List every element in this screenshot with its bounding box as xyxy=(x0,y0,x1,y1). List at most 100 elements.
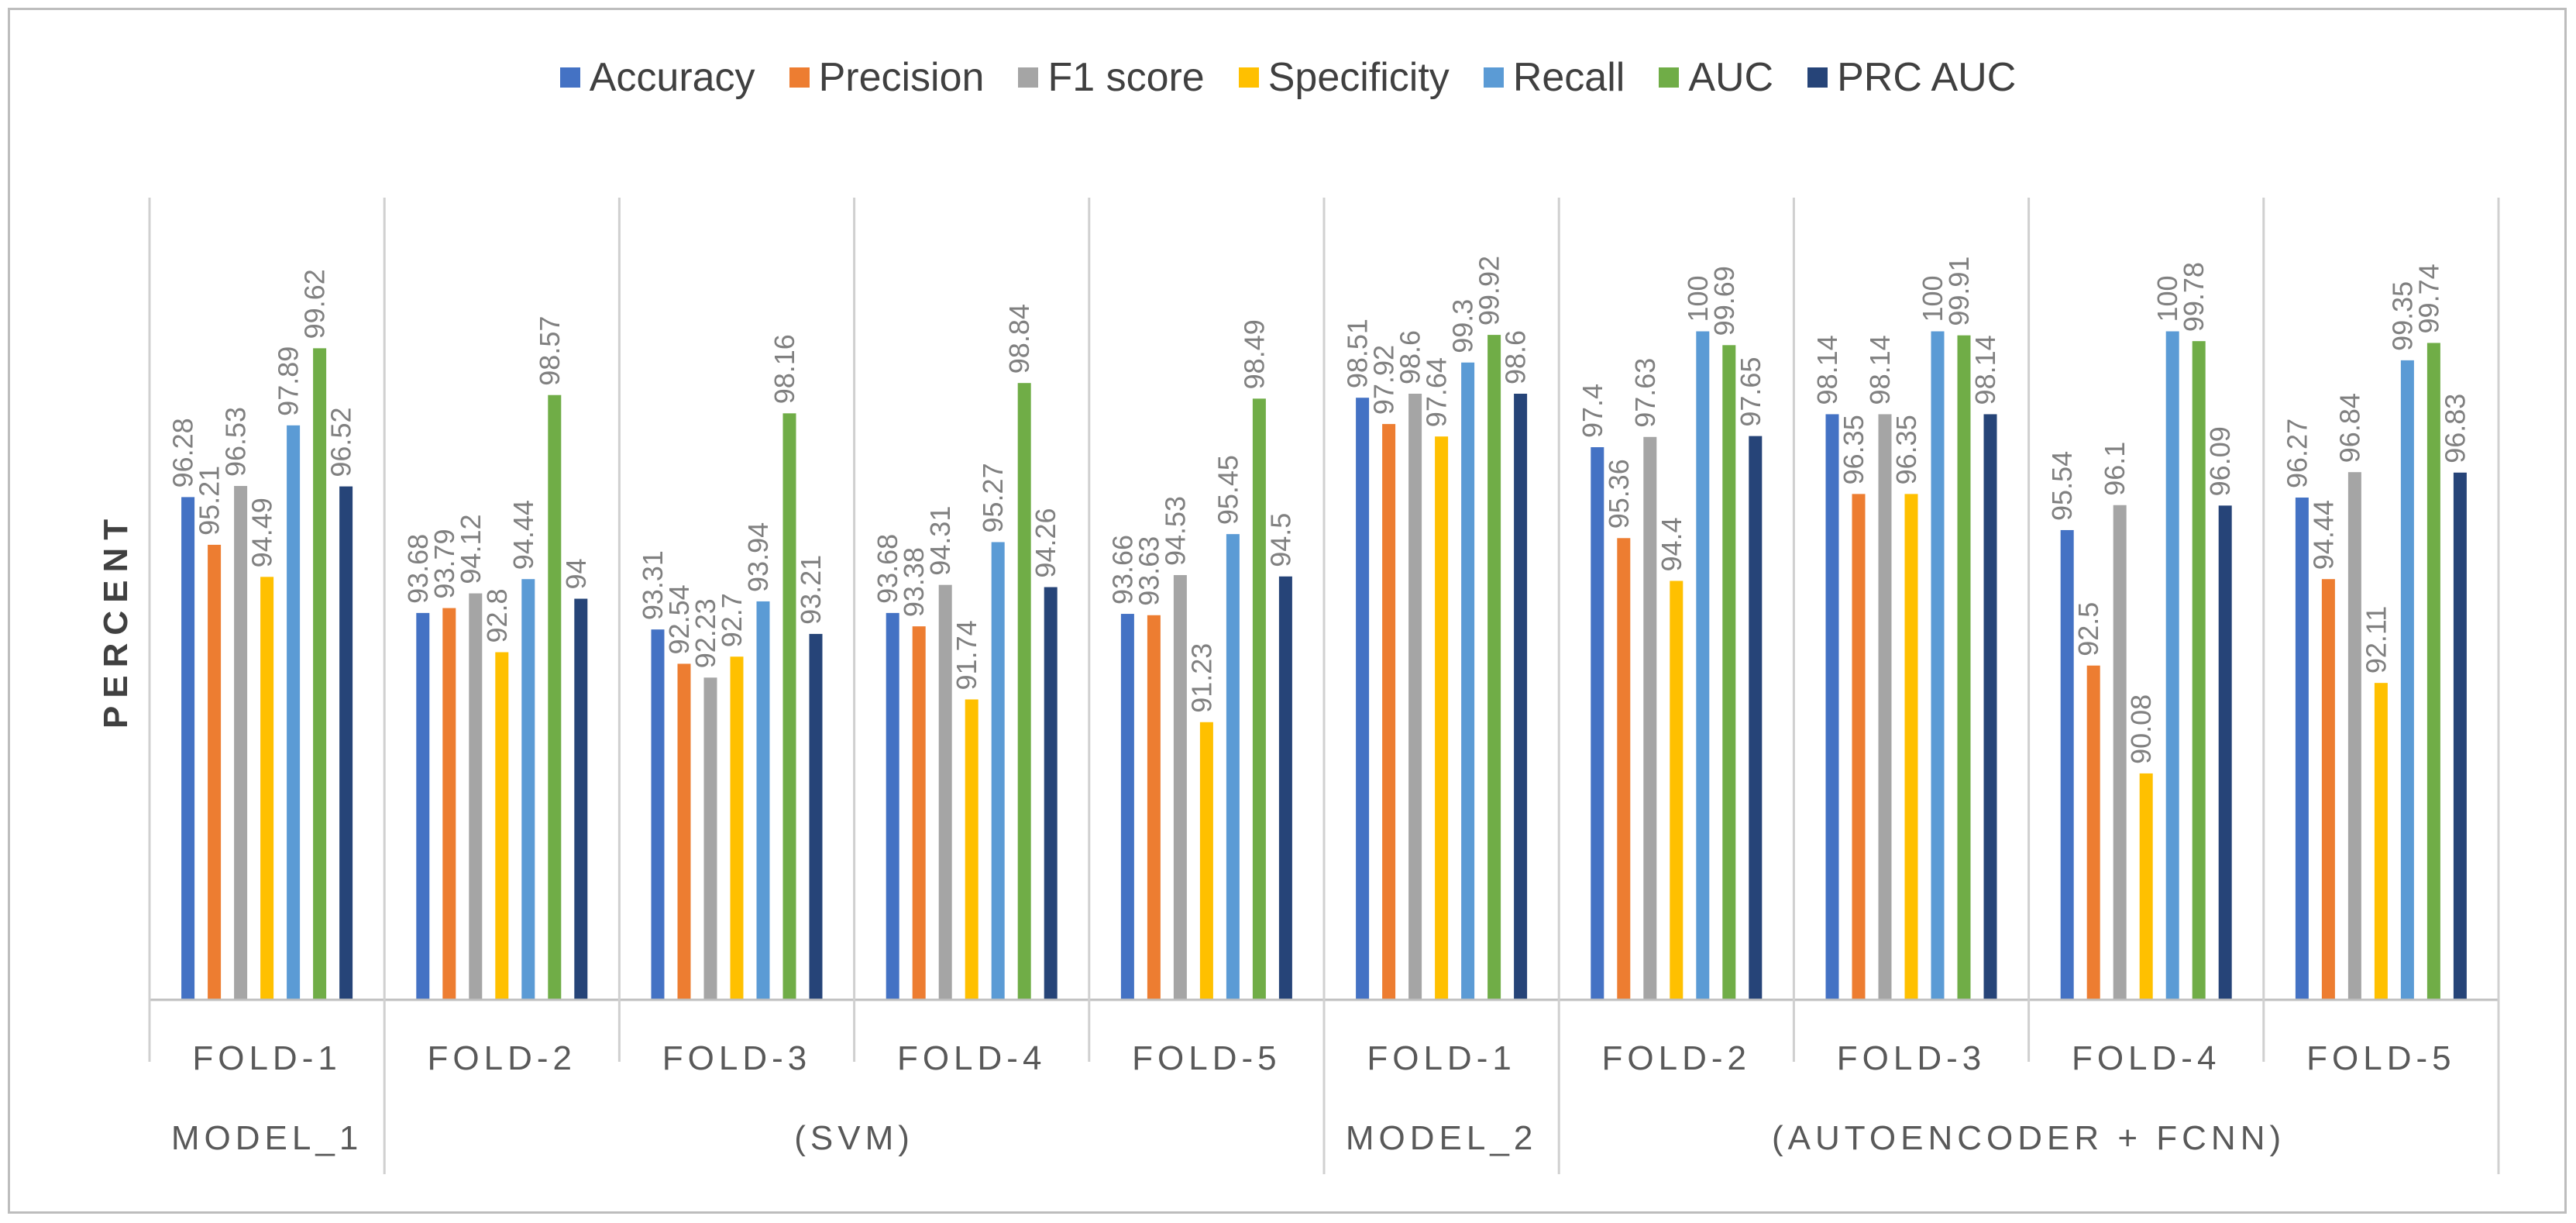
legend-item-auc: AUC xyxy=(1659,54,1773,101)
data-label: 98.14 xyxy=(1969,335,2001,405)
bar xyxy=(965,699,978,1000)
bar xyxy=(2060,529,2074,1000)
data-label: 96.09 xyxy=(2204,426,2236,496)
data-label: 98.14 xyxy=(1811,335,1843,405)
data-label: 94.44 xyxy=(2307,500,2339,570)
bar xyxy=(1617,538,1631,1000)
bar xyxy=(1461,362,1475,1000)
legend-label: AUC xyxy=(1688,55,1774,100)
bar xyxy=(234,486,248,1000)
bar xyxy=(703,677,717,1000)
data-label: 94.5 xyxy=(1264,513,1296,567)
data-label: 92.23 xyxy=(690,598,721,668)
bar xyxy=(208,544,222,1000)
bar xyxy=(339,486,353,1000)
bar xyxy=(730,656,744,1000)
category-label: FOLD-4 xyxy=(897,1039,1046,1077)
data-label: 94.49 xyxy=(246,498,278,567)
bar xyxy=(2192,341,2206,1000)
bar xyxy=(2374,683,2388,1000)
data-label: 92.8 xyxy=(481,588,513,643)
data-label: 94.31 xyxy=(924,506,956,576)
group-label: (AUTOENCODER + FCNN) xyxy=(1772,1119,2285,1157)
data-label: 98.14 xyxy=(1864,335,1896,405)
bar xyxy=(1435,436,1449,1000)
data-label: 97.65 xyxy=(1735,357,1766,427)
legend-swatch xyxy=(559,67,580,88)
data-label: 100 xyxy=(1917,275,1948,322)
data-label: 99.3 xyxy=(1447,299,1479,353)
category-label: FOLD-5 xyxy=(2306,1039,2455,1077)
bar xyxy=(1591,447,1604,1000)
data-label: 93.31 xyxy=(637,550,669,620)
bar xyxy=(756,601,770,1000)
legend-label: F1 score xyxy=(1047,55,1205,100)
data-label: 96.28 xyxy=(167,418,199,487)
category-label: FOLD-3 xyxy=(1837,1039,1986,1077)
bar xyxy=(991,542,1005,1000)
legend-item-accuracy: Accuracy xyxy=(559,54,755,101)
bar xyxy=(2086,665,2100,1000)
legend-item-precision: Precision xyxy=(789,54,984,101)
data-label: 95.54 xyxy=(2046,451,2078,521)
legend-swatch xyxy=(1018,67,1039,88)
data-label: 99.69 xyxy=(1708,266,1740,336)
bar xyxy=(1878,414,1892,1000)
data-label: 99.92 xyxy=(1474,256,1505,326)
bar xyxy=(1173,575,1187,1000)
data-label: 99.74 xyxy=(2413,264,2444,333)
data-label: 96.53 xyxy=(220,407,252,477)
bar xyxy=(1670,580,1684,1000)
data-label: 99.78 xyxy=(2178,262,2210,332)
bar xyxy=(2165,331,2179,1000)
data-label: 92.5 xyxy=(2072,602,2104,656)
legend-item-recall: Recall xyxy=(1483,54,1625,101)
data-label: 92.54 xyxy=(663,584,695,654)
legend-item-specificity: Specificity xyxy=(1238,54,1450,101)
bar xyxy=(1044,587,1058,1000)
bar xyxy=(548,394,562,1001)
bar xyxy=(521,579,535,1000)
data-label: 97.4 xyxy=(1577,384,1608,438)
bar xyxy=(1931,331,1945,1000)
legend-label: PRC AUC xyxy=(1837,55,2017,100)
bar xyxy=(416,612,430,1000)
data-label: 93.66 xyxy=(1106,535,1138,605)
data-label: 96.35 xyxy=(1890,415,1922,484)
data-label: 94.44 xyxy=(507,500,539,570)
data-label: 93.94 xyxy=(742,522,774,592)
data-label: 94.4 xyxy=(1656,517,1687,571)
bar xyxy=(1825,414,1839,1000)
bar xyxy=(1408,394,1422,1000)
data-label: 93.79 xyxy=(428,529,460,598)
data-label: 100 xyxy=(2151,275,2183,322)
data-label: 97.63 xyxy=(1629,358,1661,428)
legend: Accuracy Precision F1 score Specificity Reca… xyxy=(0,54,2576,101)
data-label: 97.89 xyxy=(273,346,304,416)
data-label: 98.6 xyxy=(1395,330,1426,384)
data-label: 99.35 xyxy=(2386,281,2418,351)
bar xyxy=(2113,505,2127,1000)
legend-swatch xyxy=(1807,67,1828,88)
data-label: 97.92 xyxy=(1368,345,1400,415)
group-label: (SVM) xyxy=(794,1119,914,1157)
legend-item-prc-auc: PRC AUC xyxy=(1807,54,2016,101)
bar xyxy=(651,629,665,1000)
bar xyxy=(1514,394,1528,1000)
data-label: 98.49 xyxy=(1238,319,1270,389)
data-label: 95.27 xyxy=(977,463,1009,532)
data-label: 93.68 xyxy=(402,534,434,604)
bar xyxy=(938,584,952,1000)
bar xyxy=(260,577,274,1000)
bar xyxy=(2347,472,2361,1000)
data-label: 98.16 xyxy=(769,334,800,404)
bar xyxy=(2295,497,2309,1000)
data-label: 94.26 xyxy=(1030,508,1061,577)
data-label: 96.35 xyxy=(1838,415,1869,484)
data-label: 95.36 xyxy=(1603,459,1635,529)
bar xyxy=(782,413,796,1000)
category-label: FOLD-3 xyxy=(662,1039,811,1077)
legend-swatch xyxy=(1483,67,1504,88)
category-label: FOLD-1 xyxy=(192,1039,341,1077)
legend-label: Specificity xyxy=(1267,55,1450,100)
